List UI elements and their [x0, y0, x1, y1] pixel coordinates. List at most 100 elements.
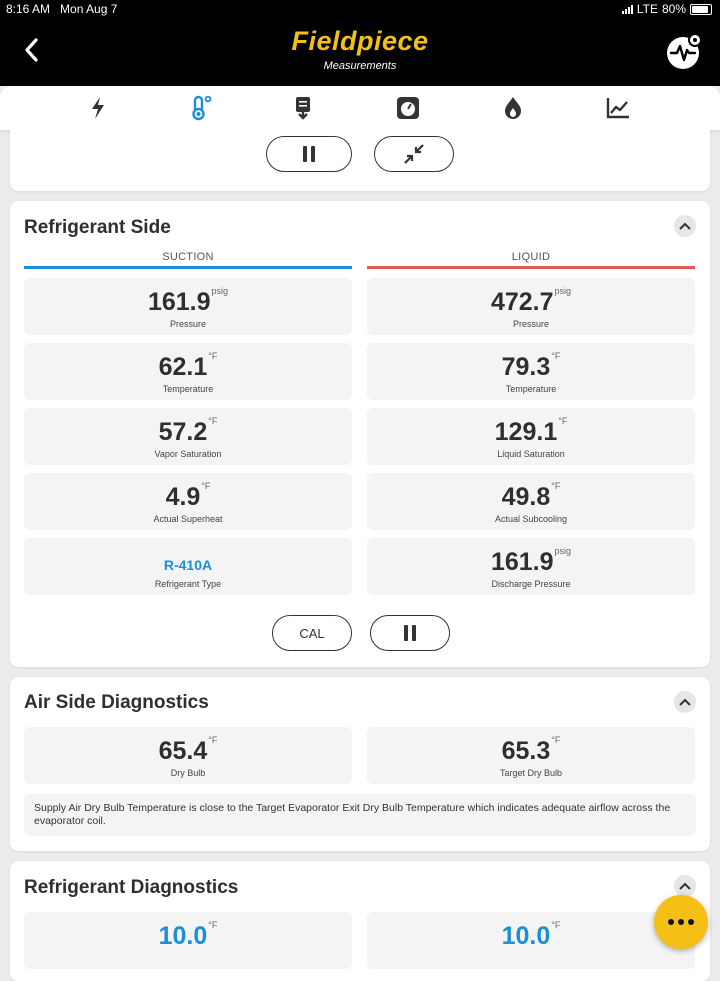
unit: °F [208, 920, 218, 930]
label: Pressure [169, 319, 206, 329]
chevron-up-icon [679, 698, 691, 706]
refrigerant-type-value: R-410A [163, 557, 213, 573]
tab-electrical[interactable] [83, 94, 113, 122]
value: 161.9 [147, 288, 211, 316]
refrigerant-diagnostics-card: Refrigerant Diagnostics 10.0°F 10.0°F [10, 861, 710, 981]
unit: psig [211, 286, 229, 296]
refrigerant-type-tile[interactable]: R-410A Refrigerant Type [24, 538, 352, 595]
refrigerant-side-card: Refrigerant Side SUCTION LIQUID 161.9psi… [10, 201, 710, 667]
collapse-button[interactable] [674, 875, 696, 897]
cal-label: CAL [299, 625, 325, 641]
liquid-header: LIQUID [511, 251, 551, 263]
target-subcooling-tile[interactable]: 10.0°F [367, 912, 695, 969]
liquid-temperature-tile[interactable]: 79.3°F Temperature [367, 343, 695, 400]
time-date: 8:16 AM Mon Aug 7 [6, 2, 118, 16]
liquid-pressure-tile[interactable]: 472.7psig Pressure [367, 278, 695, 335]
actual-subcooling-tile[interactable]: 49.8°F Actual Subcooling [367, 473, 695, 530]
value: 10.0 [158, 922, 208, 950]
value: 49.8 [501, 483, 551, 511]
cal-button[interactable]: CAL [272, 615, 352, 651]
label: Pressure [512, 319, 549, 329]
discharge-pressure-tile[interactable]: 161.9psig Discharge Pressure [367, 538, 695, 595]
chart-icon [606, 98, 629, 119]
value: 62.1 [158, 353, 208, 381]
gauge-icon [397, 97, 419, 119]
thermometer-icon [192, 95, 212, 121]
suction-underline [24, 266, 352, 269]
suction-header: SUCTION [162, 251, 214, 263]
status-bar: 8:16 AM Mon Aug 7 LTE 80% [0, 0, 720, 18]
pause-icon [404, 625, 416, 641]
value: 472.7 [490, 288, 554, 316]
label: Temperature [505, 384, 557, 394]
page-subtitle: Measurements [323, 60, 397, 72]
control-card [10, 130, 710, 191]
collapse-button[interactable] [674, 215, 696, 237]
card-title: Refrigerant Side [24, 217, 171, 238]
suction-temperature-tile[interactable]: 62.1°F Temperature [24, 343, 352, 400]
liquid-saturation-tile[interactable]: 129.1°F Liquid Saturation [367, 408, 695, 465]
pause-button[interactable] [266, 136, 352, 172]
pause-button[interactable] [370, 615, 450, 651]
battery-icon [690, 3, 712, 15]
dry-bulb-tile[interactable]: 65.4°F Dry Bulb [24, 727, 352, 784]
unit: °F [208, 351, 218, 361]
label: Temperature [162, 384, 214, 394]
target-dry-bulb-tile[interactable]: 65.3°F Target Dry Bulb [367, 727, 695, 784]
brand-logo: Fieldpiece [291, 26, 429, 56]
actual-superheat-tile[interactable]: 4.9°F Actual Superheat [24, 473, 352, 530]
value: 57.2 [158, 418, 208, 446]
back-button[interactable] [20, 32, 44, 68]
label: Vapor Saturation [154, 449, 222, 459]
liquid-underline [367, 266, 695, 269]
unit: psig [554, 286, 572, 296]
unit: °F [551, 481, 561, 491]
tab-download[interactable] [288, 94, 318, 122]
card-title: Air Side Diagnostics [24, 692, 209, 713]
tab-gauge[interactable] [393, 94, 423, 122]
diagnostic-note: Supply Air Dry Bulb Temperature is close… [24, 794, 696, 836]
value: 129.1 [494, 418, 558, 446]
suction-pressure-tile[interactable]: 161.9psig Pressure [24, 278, 352, 335]
pause-icon [303, 146, 315, 162]
vapor-saturation-tile[interactable]: 57.2°F Vapor Saturation [24, 408, 352, 465]
chevron-up-icon [679, 882, 691, 890]
pulse-gear-icon [667, 33, 702, 69]
label: Liquid Saturation [497, 449, 565, 459]
more-options-button[interactable] [654, 895, 708, 949]
value: 79.3 [501, 353, 551, 381]
signal-icon [621, 4, 633, 14]
value: 65.3 [501, 737, 551, 765]
device-settings-button[interactable] [666, 32, 704, 70]
value: 161.9 [490, 548, 554, 576]
app-header: Fieldpiece Measurements [0, 18, 720, 86]
value: 65.4 [158, 737, 208, 765]
more-dots-icon [668, 919, 674, 925]
card-title: Refrigerant Diagnostics [24, 877, 239, 898]
chevron-left-icon [25, 38, 38, 62]
unit: °F [208, 735, 218, 745]
battery-percent: 80% [661, 2, 686, 16]
label: Actual Subcooling [494, 514, 568, 524]
value: 4.9 [165, 483, 201, 511]
lightning-icon [92, 97, 104, 119]
target-superheat-tile[interactable]: 10.0°F [24, 912, 352, 969]
unit: °F [551, 735, 561, 745]
unit: °F [558, 416, 568, 426]
chevron-up-icon [679, 222, 691, 230]
unit: psig [554, 546, 572, 556]
collapse-button[interactable] [674, 691, 696, 713]
label: Target Dry Bulb [499, 768, 563, 778]
tab-temperature[interactable] [186, 94, 216, 122]
tab-combustion[interactable] [498, 94, 528, 122]
label: Actual Superheat [153, 514, 223, 524]
unit: °F [201, 481, 211, 491]
label: Discharge Pressure [491, 579, 571, 589]
unit: °F [208, 416, 218, 426]
tab-charts[interactable] [603, 94, 633, 122]
download-doc-icon [296, 97, 310, 120]
label: Dry Bulb [170, 768, 206, 778]
minimize-button[interactable] [374, 136, 454, 172]
measurement-tabs [0, 86, 720, 130]
compress-arrows-icon [404, 144, 424, 164]
